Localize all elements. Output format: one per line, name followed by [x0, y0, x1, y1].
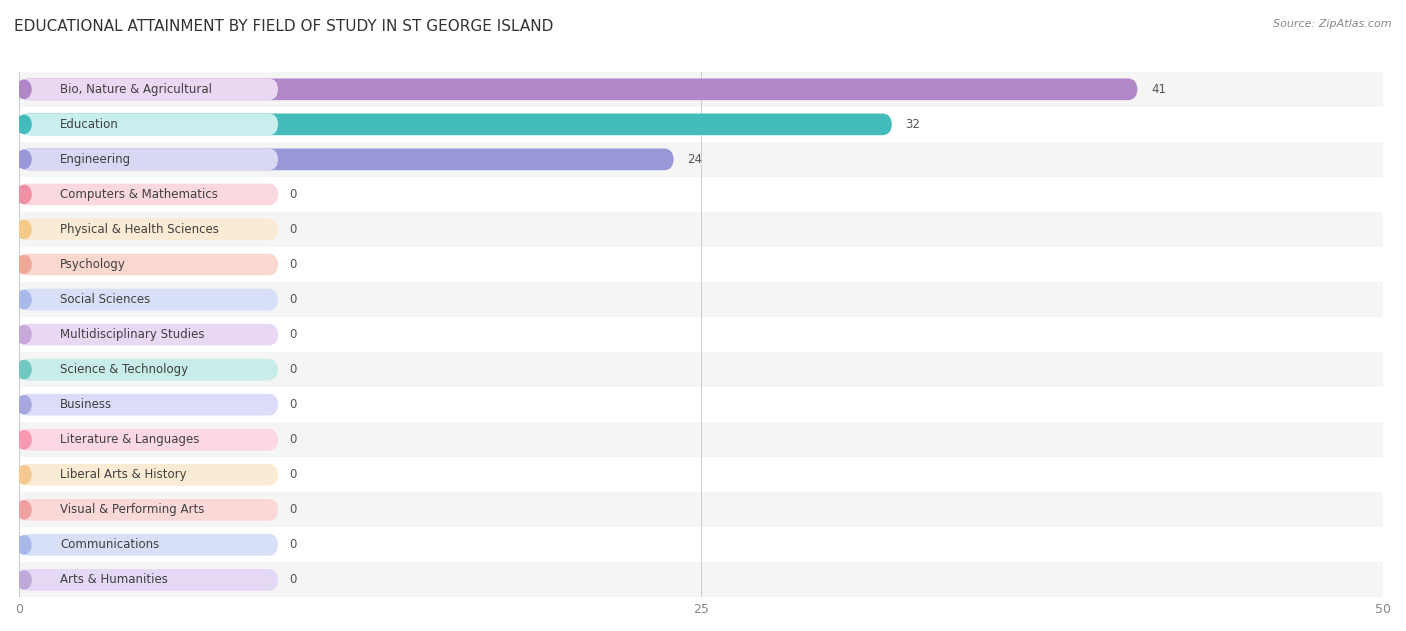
Circle shape [17, 430, 31, 449]
Text: Science & Technology: Science & Technology [60, 363, 188, 376]
FancyBboxPatch shape [20, 569, 278, 591]
Bar [20, 528, 1384, 562]
Bar [20, 387, 1384, 422]
Text: 0: 0 [290, 188, 297, 201]
Bar [20, 177, 1384, 212]
Text: 0: 0 [290, 468, 297, 481]
Circle shape [17, 80, 31, 98]
FancyBboxPatch shape [20, 359, 278, 380]
Bar [20, 457, 1384, 492]
FancyBboxPatch shape [20, 78, 278, 100]
FancyBboxPatch shape [20, 218, 278, 240]
FancyBboxPatch shape [20, 148, 673, 170]
Text: 0: 0 [290, 223, 297, 236]
Circle shape [17, 571, 31, 589]
Circle shape [17, 256, 31, 274]
FancyBboxPatch shape [20, 534, 278, 556]
FancyBboxPatch shape [20, 394, 278, 416]
Text: 41: 41 [1152, 83, 1166, 96]
Bar [20, 317, 1384, 352]
FancyBboxPatch shape [20, 148, 278, 170]
FancyBboxPatch shape [20, 254, 278, 275]
Bar [20, 352, 1384, 387]
Text: 0: 0 [290, 328, 297, 341]
Text: Engineering: Engineering [60, 153, 131, 166]
FancyBboxPatch shape [20, 289, 278, 310]
Text: Communications: Communications [60, 538, 159, 551]
FancyBboxPatch shape [20, 184, 278, 205]
Text: Bio, Nature & Agricultural: Bio, Nature & Agricultural [60, 83, 212, 96]
Circle shape [17, 396, 31, 414]
FancyBboxPatch shape [20, 499, 278, 521]
Text: Literature & Languages: Literature & Languages [60, 433, 200, 446]
Circle shape [17, 150, 31, 168]
FancyBboxPatch shape [20, 114, 278, 135]
Circle shape [17, 115, 31, 134]
Text: 32: 32 [905, 118, 921, 131]
Bar [20, 492, 1384, 528]
FancyBboxPatch shape [20, 429, 278, 451]
FancyBboxPatch shape [20, 464, 278, 486]
Text: 0: 0 [290, 433, 297, 446]
Bar [20, 72, 1384, 107]
Bar [20, 282, 1384, 317]
Text: 0: 0 [290, 258, 297, 271]
Circle shape [17, 360, 31, 379]
Bar [20, 107, 1384, 142]
Circle shape [17, 466, 31, 484]
Text: Psychology: Psychology [60, 258, 125, 271]
Text: Computers & Mathematics: Computers & Mathematics [60, 188, 218, 201]
FancyBboxPatch shape [20, 324, 278, 346]
Text: 0: 0 [290, 363, 297, 376]
Text: Multidisciplinary Studies: Multidisciplinary Studies [60, 328, 204, 341]
Circle shape [17, 290, 31, 309]
Bar [20, 142, 1384, 177]
Text: 24: 24 [688, 153, 703, 166]
Text: 0: 0 [290, 293, 297, 306]
Circle shape [17, 326, 31, 344]
Text: Source: ZipAtlas.com: Source: ZipAtlas.com [1274, 19, 1392, 29]
Circle shape [17, 501, 31, 519]
Text: 0: 0 [290, 538, 297, 551]
Bar [20, 562, 1384, 598]
Text: Physical & Health Sciences: Physical & Health Sciences [60, 223, 219, 236]
Text: EDUCATIONAL ATTAINMENT BY FIELD OF STUDY IN ST GEORGE ISLAND: EDUCATIONAL ATTAINMENT BY FIELD OF STUDY… [14, 19, 554, 34]
FancyBboxPatch shape [20, 114, 891, 135]
Bar [20, 422, 1384, 457]
Text: 0: 0 [290, 398, 297, 411]
Text: Liberal Arts & History: Liberal Arts & History [60, 468, 187, 481]
Text: Arts & Humanities: Arts & Humanities [60, 574, 167, 586]
Text: Social Sciences: Social Sciences [60, 293, 150, 306]
Circle shape [17, 536, 31, 554]
Text: Business: Business [60, 398, 112, 411]
Circle shape [17, 186, 31, 204]
Bar [20, 212, 1384, 247]
Text: 0: 0 [290, 504, 297, 516]
Text: 0: 0 [290, 574, 297, 586]
FancyBboxPatch shape [20, 78, 1137, 100]
Bar [20, 247, 1384, 282]
Text: Visual & Performing Arts: Visual & Performing Arts [60, 504, 204, 516]
Text: Education: Education [60, 118, 118, 131]
Circle shape [17, 220, 31, 239]
